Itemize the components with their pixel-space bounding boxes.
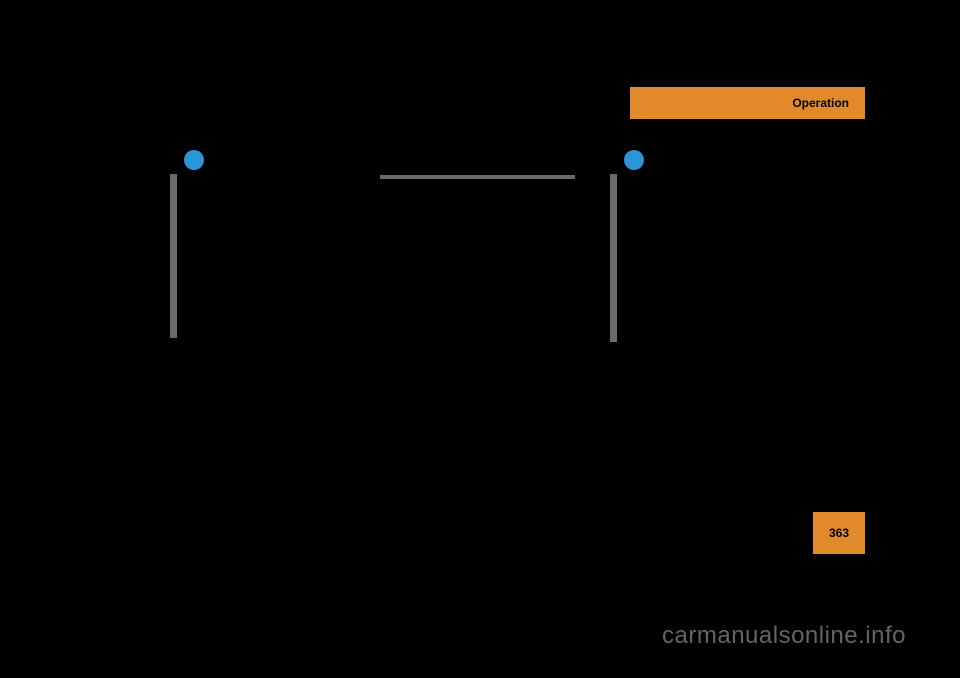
section-header-label: Operation: [792, 96, 849, 110]
horizontal-divider: [380, 175, 575, 179]
left-vertical-bar: [170, 174, 177, 338]
section-header-tab: Operation: [630, 87, 865, 119]
page-number-tab: 363: [813, 512, 865, 554]
right-vertical-bar: [610, 174, 617, 342]
info-bullet-icon: [624, 150, 644, 170]
watermark-text: carmanualsonline.info: [662, 622, 906, 650]
info-bullet-icon: [184, 150, 204, 170]
page-number: 363: [829, 526, 849, 540]
